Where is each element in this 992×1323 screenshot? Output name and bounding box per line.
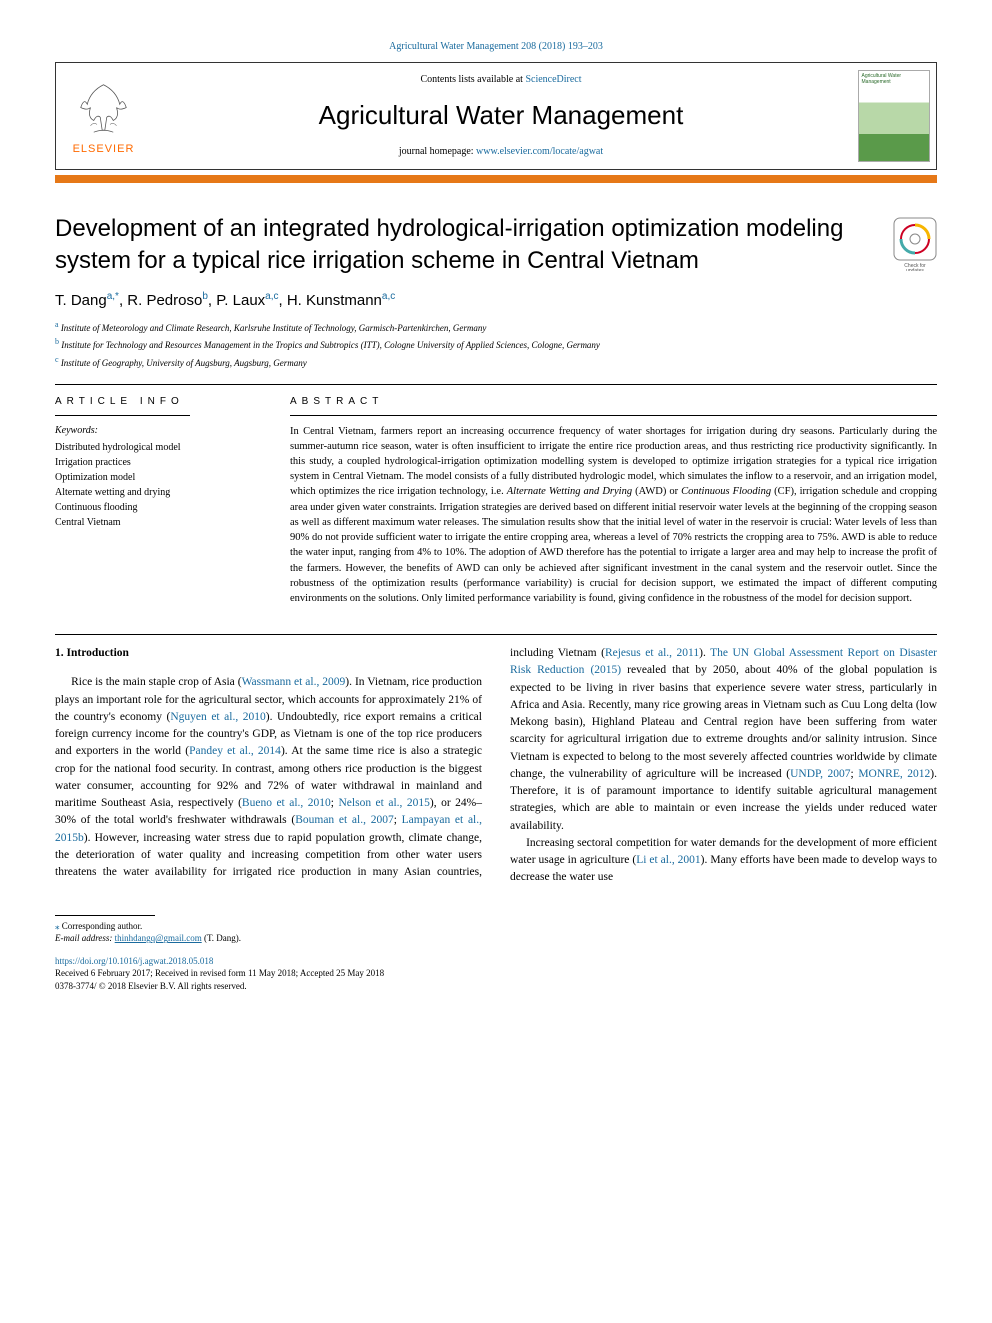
citation-link[interactable]: Li et al., 2001 bbox=[636, 854, 700, 866]
keyword: Optimization model bbox=[55, 470, 260, 485]
email-line: E-mail address: thinhdangq@gmail.com (T.… bbox=[55, 932, 937, 945]
section-heading: 1. Introduction bbox=[55, 645, 482, 662]
body-text: 1. Introduction Rice is the main staple … bbox=[55, 645, 937, 887]
keyword: Alternate wetting and drying bbox=[55, 485, 260, 500]
keywords-label: Keywords: bbox=[55, 424, 260, 438]
journal-homepage: journal homepage: www.elsevier.com/locat… bbox=[151, 145, 851, 159]
abstract-heading: ABSTRACT bbox=[290, 395, 937, 409]
keyword: Continuous flooding bbox=[55, 500, 260, 515]
citation-link[interactable]: MONRE, 2012 bbox=[858, 768, 930, 780]
contents-available: Contents lists available at ScienceDirec… bbox=[151, 73, 851, 87]
citation-link[interactable]: UNDP, 2007 bbox=[790, 768, 850, 780]
orange-divider bbox=[55, 175, 937, 183]
header-center: Contents lists available at ScienceDirec… bbox=[151, 63, 851, 169]
affiliation: a Institute of Meteorology and Climate R… bbox=[55, 319, 937, 335]
article-info-heading: ARTICLE INFO bbox=[55, 395, 260, 409]
running-head-citation: Agricultural Water Management 208 (2018)… bbox=[55, 40, 937, 54]
abstract-rule bbox=[290, 415, 937, 416]
svg-text:updates: updates bbox=[906, 268, 924, 271]
authors: T. Danga,*, R. Pedrosob, P. Lauxa,c, H. … bbox=[55, 290, 937, 311]
elsevier-tree-icon bbox=[71, 75, 136, 140]
citation-link[interactable]: Bueno et al., 2010 bbox=[242, 797, 331, 809]
paragraph: Increasing sectoral competition for wate… bbox=[510, 835, 937, 887]
citation-link[interactable]: Nelson et al., 2015 bbox=[338, 797, 429, 809]
cover-label: Agricultural Water Management bbox=[862, 74, 929, 85]
journal-title: Agricultural Water Management bbox=[151, 97, 851, 133]
doi-link[interactable]: https://doi.org/10.1016/j.agwat.2018.05.… bbox=[55, 955, 937, 968]
abstract: ABSTRACT In Central Vietnam, farmers rep… bbox=[290, 395, 937, 607]
rule bbox=[55, 634, 937, 635]
citation-link[interactable]: Wassmann et al., 2009 bbox=[242, 676, 346, 688]
article-title: Development of an integrated hydrologica… bbox=[55, 213, 875, 275]
citation-link[interactable]: Rejesus et al., 2011 bbox=[605, 647, 699, 659]
citation-link[interactable]: Nguyen et al., 2010 bbox=[170, 711, 265, 723]
received-dates: Received 6 February 2017; Received in re… bbox=[55, 967, 937, 980]
keyword: Central Vietnam bbox=[55, 515, 260, 530]
contents-prefix: Contents lists available at bbox=[420, 74, 525, 85]
keyword: Distributed hydrological model bbox=[55, 440, 260, 455]
citation-link[interactable]: Pandey et al., 2014 bbox=[189, 745, 281, 757]
sciencedirect-link[interactable]: ScienceDirect bbox=[525, 74, 581, 85]
info-rule bbox=[55, 415, 190, 416]
journal-header: ELSEVIER Contents lists available at Sci… bbox=[55, 62, 937, 170]
elsevier-wordmark: ELSEVIER bbox=[73, 142, 135, 157]
check-updates-icon[interactable]: Check for updates bbox=[893, 217, 937, 271]
elsevier-logo: ELSEVIER bbox=[56, 63, 151, 169]
affiliations: a Institute of Meteorology and Climate R… bbox=[55, 319, 937, 370]
abstract-text: In Central Vietnam, farmers report an in… bbox=[290, 424, 937, 607]
corresponding-author: ⁎ Corresponding author. bbox=[55, 920, 937, 933]
cover-thumbnail: Agricultural Water Management bbox=[858, 70, 930, 162]
article-info: ARTICLE INFO Keywords: Distributed hydro… bbox=[55, 395, 260, 607]
email-link[interactable]: thinhdangq@gmail.com bbox=[115, 933, 202, 943]
rule bbox=[55, 384, 937, 385]
copyright: 0378-3774/ © 2018 Elsevier B.V. All righ… bbox=[55, 980, 937, 993]
affiliation: b Institute for Technology and Resources… bbox=[55, 336, 937, 352]
footer: ⁎ Corresponding author. E-mail address: … bbox=[55, 915, 937, 993]
footnote-rule bbox=[55, 915, 155, 916]
homepage-link[interactable]: www.elsevier.com/locate/agwat bbox=[476, 146, 603, 157]
homepage-prefix: journal homepage: bbox=[399, 146, 476, 157]
citation-link[interactable]: Bouman et al., 2007 bbox=[295, 814, 394, 826]
keyword: Irrigation practices bbox=[55, 455, 260, 470]
journal-cover: Agricultural Water Management bbox=[851, 63, 936, 169]
affiliation: c Institute of Geography, University of … bbox=[55, 354, 937, 370]
keywords-list: Distributed hydrological modelIrrigation… bbox=[55, 440, 260, 530]
